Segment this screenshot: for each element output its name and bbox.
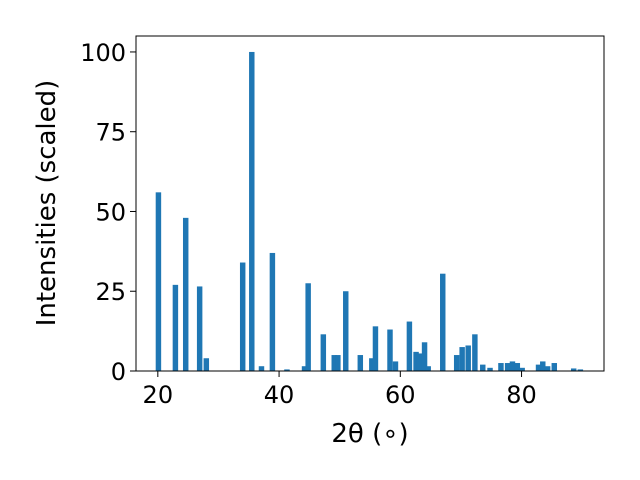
y-tick-label: 75 [95, 119, 126, 147]
bar [196, 286, 203, 371]
bar [335, 355, 341, 371]
bar [369, 358, 375, 371]
bar [459, 347, 465, 371]
bar [504, 363, 511, 371]
x-tick-label: 40 [264, 381, 295, 409]
bar [387, 329, 393, 371]
bar [301, 366, 308, 371]
bar [577, 369, 584, 371]
bar [453, 355, 460, 371]
bar [249, 51, 255, 371]
bar [509, 361, 516, 371]
bar [269, 252, 276, 371]
x-tick-label: 80 [506, 381, 537, 409]
bar [551, 363, 558, 371]
y-axis-ticks: 0 25 50 75 100 [80, 39, 136, 386]
bar [305, 283, 311, 371]
x-tick-label: 60 [385, 381, 416, 409]
bar [421, 342, 428, 371]
bar [182, 217, 189, 371]
bar [535, 364, 542, 371]
bar [544, 366, 551, 371]
y-tick-label: 100 [80, 39, 126, 67]
y-tick-label: 0 [111, 358, 126, 386]
bar [465, 345, 471, 371]
y-tick-label: 50 [95, 198, 126, 226]
bar [172, 284, 179, 371]
bar [239, 262, 246, 371]
bar [406, 321, 413, 371]
bar [480, 364, 486, 371]
bar [392, 361, 399, 371]
x-axis-label: 2θ (∘) [331, 419, 408, 449]
bar [514, 363, 521, 371]
x-axis-ticks: 20 40 60 80 [143, 371, 537, 409]
bar [357, 355, 364, 371]
bar [425, 366, 431, 371]
plot-frame [135, 35, 605, 372]
y-tick-label: 25 [95, 278, 126, 306]
bar [416, 353, 423, 371]
bar [203, 358, 210, 371]
bar [320, 334, 327, 371]
bar [440, 273, 446, 371]
bar [372, 326, 379, 371]
bar [498, 363, 504, 371]
bar [331, 355, 337, 371]
bar [540, 361, 546, 371]
bars-group [155, 51, 584, 371]
x-tick-label: 20 [143, 381, 174, 409]
bar [284, 369, 290, 371]
y-axis-label: Intensities (scaled) [32, 80, 62, 327]
bar [519, 367, 525, 371]
bar [487, 367, 493, 371]
bar [472, 334, 478, 371]
bar [570, 368, 577, 371]
bar [343, 291, 349, 371]
bar [258, 366, 265, 371]
bar [155, 192, 162, 371]
bar [413, 351, 419, 371]
